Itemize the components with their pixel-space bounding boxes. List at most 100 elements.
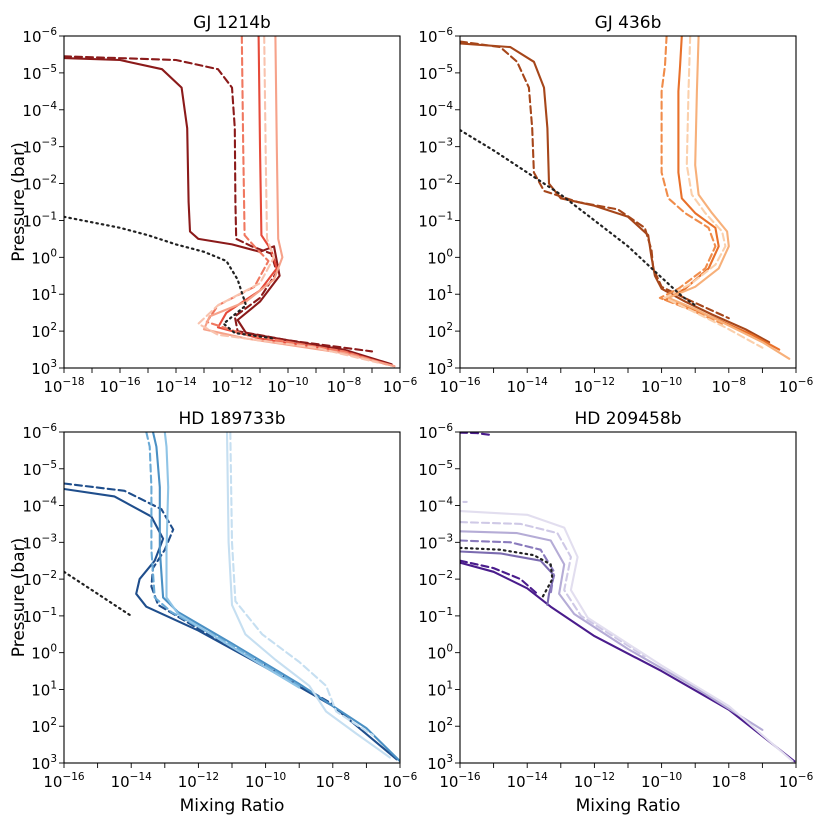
series-line-light-solid [163,432,301,689]
tick-exponent: −8 [335,771,350,783]
chart-panel-gj-436b: 10−16 10−14 10−12 10−10 10−8 10−610−610−510−4… [418,13,813,396]
tick-exponent: −6 [438,422,454,434]
series-line-mid-dashed [145,432,301,687]
tick-exponent: −12 [197,771,219,783]
y-axis-label: Pressure (bar) [9,142,29,261]
x-axis-label: Mixing Ratio [576,796,681,816]
tick-label: 102 [427,321,453,341]
tick-exponent: 2 [50,716,57,728]
series-line-dark-dashed [64,482,334,706]
tick-exponent: 3 [446,358,453,370]
tick-exponent: −2 [42,569,57,581]
plot-frame [459,431,797,764]
tick-exponent: −12 [593,771,615,783]
tick-exponent: −16 [118,376,140,388]
series-group [460,36,791,360]
tick-exponent: −5 [42,63,57,75]
tick-exponent: −14 [130,771,152,783]
tick-label: 10−10 [267,376,308,396]
tick-exponent: −16 [458,376,480,388]
series-line-mid-solid [151,432,400,763]
series-line-mid-dashed [460,539,556,595]
tick-label: 10−4 [22,496,57,516]
tick-exponent: 0 [446,247,453,259]
chart-title: HD 209458b [575,409,682,429]
tick-exponent: −3 [438,532,453,544]
series-group [64,432,400,763]
tick-label: 103 [31,358,57,378]
tick-label: 10−2 [418,174,453,194]
tick-exponent: −14 [526,376,548,388]
tick-label: 10−6 [383,376,418,396]
tick-label: 10−8 [316,771,351,791]
tick-label: 100 [427,247,453,267]
series-line-dark-solid [460,42,771,344]
series-line-dark-solid [460,561,796,763]
tick-label: 10−1 [22,606,57,626]
tick-label: 10−3 [22,137,57,157]
series-line-light-solid [667,36,791,360]
series-line-light-dashed [460,521,646,658]
tick-exponent: −14 [174,376,196,388]
tick-exponent: −8 [731,771,746,783]
tick-exponent: 2 [446,716,453,728]
tick-exponent: 3 [446,753,453,765]
tick-exponent: −16 [458,771,480,783]
tick-label: 10−10 [641,376,682,396]
tick-exponent: −16 [62,771,84,783]
tick-exponent: 0 [446,643,453,655]
tick-label: 10−16 [99,376,141,396]
series-group [64,36,396,368]
tick-exponent: −6 [402,771,418,783]
tick-label: 100 [31,247,57,267]
tick-label: 103 [427,753,453,773]
tick-label: 10−5 [418,459,453,479]
tick-exponent: −6 [402,376,418,388]
tick-exponent: −6 [798,376,814,388]
tick-label: 10−14 [155,376,197,396]
tick-exponent: −10 [264,771,286,783]
tick-label: 10−2 [22,569,57,589]
tick-exponent: −3 [42,137,57,149]
tick-exponent: −5 [438,63,453,75]
chart-panel-hd-209458b: 10−16 10−14 10−12 10−10 10−8 10−610−610−510−4… [418,409,813,816]
tick-exponent: 1 [50,679,57,691]
tick-label: 10−6 [22,26,57,46]
tick-label: 101 [427,284,453,304]
tick-label: 101 [427,679,453,699]
tick-label: 10−5 [418,63,453,83]
tick-exponent: 1 [446,679,453,691]
tick-exponent: 1 [50,284,57,296]
tick-exponent: −2 [438,174,453,186]
tick-exponent: −4 [42,496,58,508]
tick-label: 10−3 [418,137,453,157]
tick-exponent: −1 [42,606,57,618]
series-line-mid-solid [460,550,556,606]
tick-exponent: 3 [50,358,57,370]
series-line-top-dashed [460,432,492,436]
tick-label: 102 [427,716,453,736]
tick-exponent: −5 [42,459,57,471]
tick-label: 10−14 [111,771,153,791]
tick-label: 10−6 [779,771,814,791]
series-line-light-dashed [197,36,379,364]
tick-exponent: −12 [230,376,252,388]
tick-label: 10−10 [641,771,682,791]
tick-label: 10−14 [507,771,549,791]
tick-label: 101 [31,284,57,304]
series-line-light-solid [202,36,396,368]
tick-label: 102 [31,321,57,341]
series-line-pale-dashed [229,432,375,737]
tick-label: 10−8 [712,376,747,396]
tick-exponent: −14 [526,771,548,783]
x-axis-label: Mixing Ratio [180,796,285,816]
chart-title: HD 189733b [179,409,286,429]
tick-exponent: 3 [50,753,57,765]
tick-exponent: −6 [42,422,58,434]
tick-exponent: −18 [62,376,84,388]
series-line-pale-solid [460,510,794,763]
series-line-dark-dashed [64,55,374,353]
tick-label: 10−6 [418,422,453,442]
tick-exponent: 0 [50,247,57,259]
